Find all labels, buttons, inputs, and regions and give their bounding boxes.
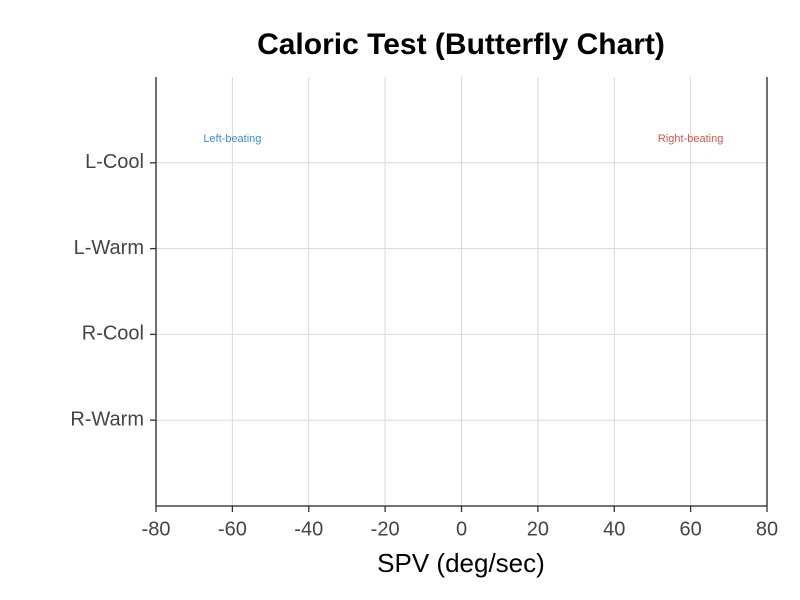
annotation: Left-beating bbox=[203, 133, 261, 145]
chart-title: Caloric Test (Butterfly Chart) bbox=[257, 28, 665, 61]
x-tick-label: -60 bbox=[218, 518, 247, 540]
y-tick-label: R-Warm bbox=[70, 408, 144, 430]
x-tick-label: 40 bbox=[603, 518, 625, 540]
y-tick-label: L-Cool bbox=[85, 151, 144, 173]
y-tick-label: L-Warm bbox=[74, 237, 144, 259]
annotation: Right-beating bbox=[658, 133, 723, 145]
x-tick-label: 20 bbox=[527, 518, 549, 540]
x-tick-label: 80 bbox=[756, 518, 778, 540]
x-tick-label: -20 bbox=[371, 518, 400, 540]
x-tick-label: -80 bbox=[142, 518, 171, 540]
x-tick-label: 60 bbox=[680, 518, 702, 540]
x-tick-label: 0 bbox=[456, 518, 467, 540]
x-tick-label: -40 bbox=[294, 518, 323, 540]
x-axis-label: SPV (deg/sec) bbox=[377, 548, 545, 578]
y-tick-label: R-Cool bbox=[82, 323, 144, 345]
